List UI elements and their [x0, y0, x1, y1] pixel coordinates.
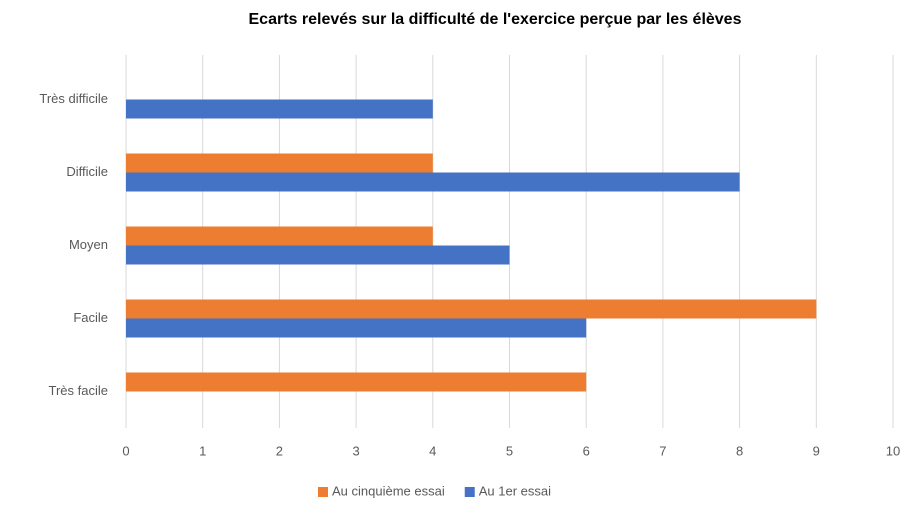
x-tick-label: 9 [813, 443, 820, 458]
bar [126, 172, 740, 192]
legend-label: Au cinquième essai [332, 483, 445, 498]
chart-title: Ecarts relevés sur la difficulté de l'ex… [249, 11, 742, 28]
bar [126, 226, 433, 246]
x-tick-label: 1 [199, 443, 206, 458]
legend-swatch [464, 487, 475, 497]
y-tick-label: Très facile [49, 383, 108, 398]
y-tick-label: Moyen [69, 237, 108, 252]
bar [126, 372, 587, 392]
x-tick-label: 7 [659, 443, 666, 458]
x-tick-label: 6 [583, 443, 590, 458]
bar [126, 153, 433, 173]
legend-label: Au 1er essai [479, 483, 551, 498]
y-tick-label: Très difficile [39, 91, 108, 106]
x-tick-label: 10 [886, 443, 900, 458]
x-tick-label: 5 [506, 443, 513, 458]
y-tick-label: Facile [73, 310, 108, 325]
legend-swatch [318, 487, 328, 497]
bar [126, 245, 510, 265]
bar [126, 318, 587, 338]
x-tick-label: 3 [352, 443, 359, 458]
y-tick-label: Difficile [66, 164, 108, 179]
x-tick-label: 2 [276, 443, 283, 458]
x-tick-label: 0 [122, 443, 129, 458]
x-tick-label: 4 [429, 443, 436, 458]
x-tick-label: 8 [736, 443, 743, 458]
bar [126, 99, 433, 119]
bar [126, 299, 817, 319]
